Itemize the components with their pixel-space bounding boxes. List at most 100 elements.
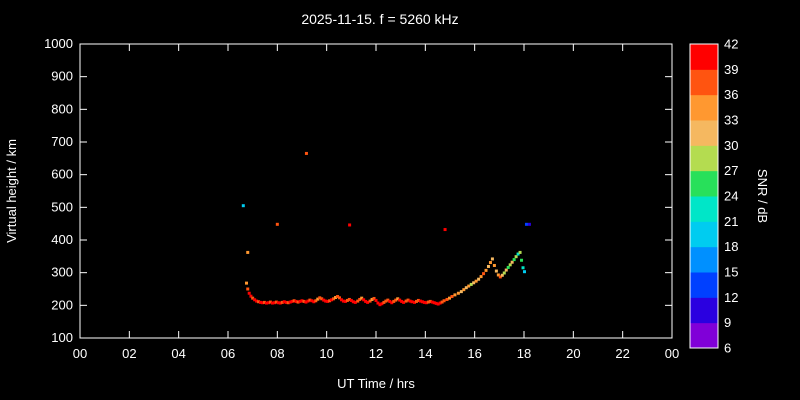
data-point	[388, 299, 392, 303]
colorbar-tick-label: 42	[724, 37, 738, 52]
data-point	[288, 300, 292, 304]
data-point	[370, 297, 374, 301]
data-point	[521, 266, 525, 270]
data-point	[518, 250, 522, 254]
data-point	[506, 265, 510, 269]
data-point	[275, 222, 279, 226]
data-point	[332, 297, 336, 301]
data-point	[360, 296, 364, 300]
data-point	[366, 300, 370, 304]
data-point	[308, 298, 312, 302]
y-tick-label: 400	[51, 232, 73, 247]
data-point	[494, 269, 498, 273]
data-point	[253, 298, 257, 302]
data-point	[464, 286, 468, 290]
data-point	[259, 300, 263, 304]
data-point	[416, 298, 420, 302]
data-point	[508, 263, 512, 267]
data-point	[336, 295, 340, 299]
data-point	[420, 300, 424, 304]
colorbar-band	[690, 297, 718, 324]
data-point	[408, 299, 412, 303]
colorbar-tick-label: 21	[724, 214, 738, 229]
data-point	[488, 261, 492, 265]
data-point	[314, 299, 318, 303]
data-point	[257, 300, 261, 304]
data-point	[384, 299, 388, 303]
data-point	[302, 299, 306, 303]
data-point	[310, 299, 314, 303]
data-point	[261, 301, 265, 305]
data-point	[320, 297, 324, 301]
colorbar-band	[690, 145, 718, 172]
y-tick-label: 700	[51, 134, 73, 149]
data-point	[356, 299, 360, 303]
colorbar-border	[689, 43, 719, 349]
plot-frame: 00 02 04 06 08 10 12 14 16 18 20 22 0010020030040050…	[44, 36, 679, 361]
data-point	[440, 300, 444, 304]
y-tick-label: 800	[51, 101, 73, 116]
data-point	[368, 299, 372, 303]
data-point	[418, 299, 422, 303]
data-point	[324, 299, 328, 303]
data-point	[296, 300, 300, 304]
colorbar-tick-label: 39	[724, 62, 738, 77]
data-point	[422, 300, 426, 304]
data-point	[294, 299, 298, 303]
data-point	[392, 299, 396, 303]
colorbar-tick-label: 9	[724, 315, 731, 330]
data-point	[402, 300, 406, 304]
data-point	[247, 291, 251, 295]
data-point	[524, 222, 528, 226]
data-point	[512, 258, 516, 262]
data-point	[341, 299, 345, 303]
data-point	[504, 268, 508, 272]
colorbar-band	[690, 322, 718, 349]
data-point	[510, 260, 514, 264]
colorbar-tick-label: 18	[724, 239, 738, 254]
colorbar-band	[690, 221, 718, 248]
data-point	[284, 300, 288, 304]
data-point	[520, 258, 524, 262]
data-point	[364, 299, 368, 303]
data-point	[477, 277, 481, 281]
x-tick-label: 18	[517, 346, 531, 361]
data-point	[249, 294, 253, 298]
x-tick-label: 02	[122, 346, 136, 361]
y-tick-label: 1000	[44, 36, 73, 51]
colorbar-band	[690, 94, 718, 121]
x-tick-label: 16	[467, 346, 481, 361]
data-point	[469, 282, 473, 286]
data-point	[382, 300, 386, 304]
x-tick-label: 20	[566, 346, 580, 361]
x-tick-label: 08	[270, 346, 284, 361]
data-point	[498, 275, 502, 279]
data-point	[286, 301, 290, 305]
data-point	[255, 299, 259, 303]
data-point	[459, 290, 463, 294]
x-tick-label: 00	[665, 346, 679, 361]
data-point	[298, 299, 302, 303]
data-point	[380, 302, 384, 306]
data-point	[334, 295, 338, 299]
data-point	[290, 299, 294, 303]
data-point	[316, 297, 320, 301]
colorbar-tick-label: 12	[724, 290, 738, 305]
y-axis-label: Virtual height / km	[4, 139, 19, 243]
data-point	[442, 299, 446, 303]
data-point	[412, 300, 416, 304]
data-point	[245, 281, 248, 285]
x-tick-label: 04	[171, 346, 185, 361]
data-point	[414, 299, 418, 303]
data-point	[448, 296, 452, 300]
data-point	[362, 298, 366, 302]
data-point	[390, 301, 394, 305]
data-point	[251, 296, 255, 300]
data-point	[522, 270, 526, 274]
data-point	[462, 288, 466, 292]
data-point	[351, 300, 355, 304]
data-point	[406, 298, 410, 302]
data-point	[266, 301, 270, 305]
data-point	[278, 301, 282, 305]
data-point	[378, 303, 382, 307]
